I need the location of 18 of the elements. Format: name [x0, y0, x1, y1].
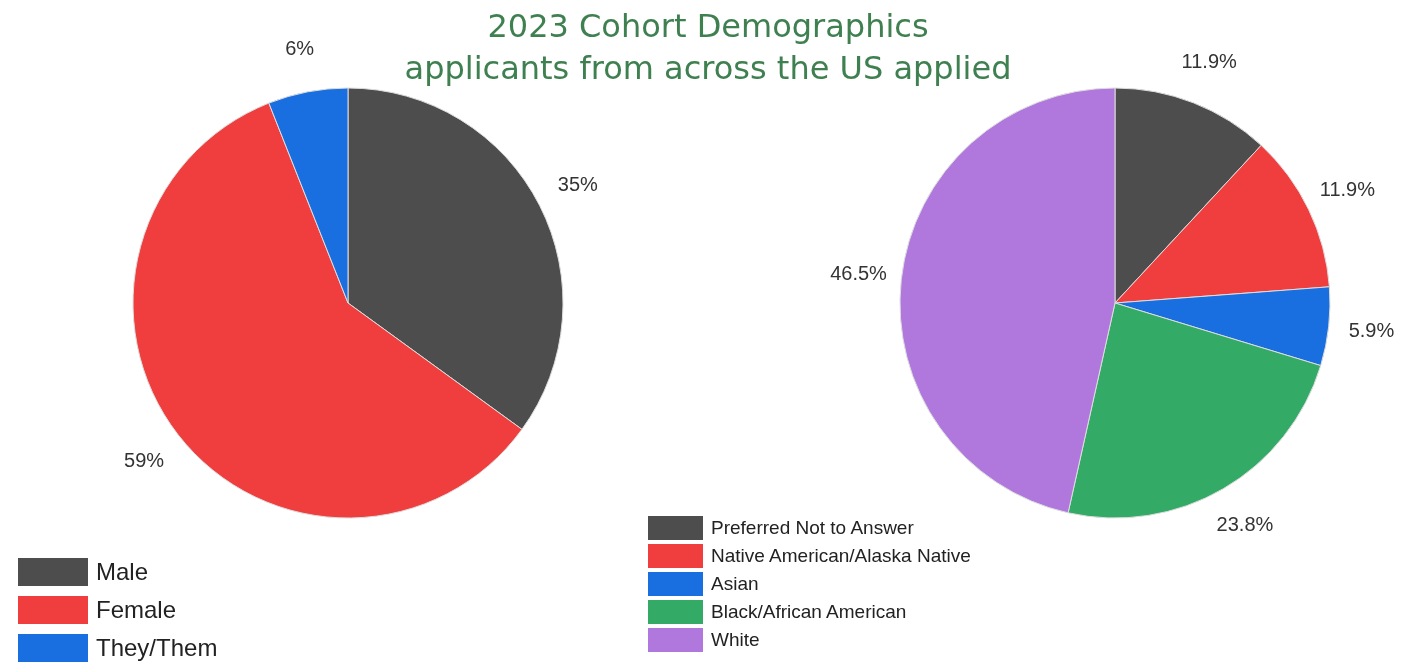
data-label: 23.8% [1216, 513, 1274, 536]
legend-label: Preferred Not to Answer [711, 517, 914, 539]
legend-label: White [711, 629, 760, 651]
text: applicants from across the US applied [404, 49, 1012, 87]
data-label: 35% [557, 173, 599, 196]
legend-label: Black/African American [711, 601, 907, 623]
data-label: 5.9% [1348, 318, 1395, 341]
legend-label: They/Them [96, 634, 218, 662]
data-label: 59% [124, 448, 165, 471]
legend-label: Female [96, 596, 177, 624]
data-label: 11.9% [1319, 178, 1376, 201]
text: 2023 Cohort Demographics [487, 7, 929, 45]
legend-label: Male [96, 558, 149, 586]
data-label: 46.5% [830, 262, 888, 285]
data-label: 6% [285, 37, 315, 60]
legend-label: Asian [711, 573, 759, 595]
data-label: 11.9% [1181, 50, 1238, 73]
legend-label: Native American/Alaska Native [711, 545, 971, 567]
